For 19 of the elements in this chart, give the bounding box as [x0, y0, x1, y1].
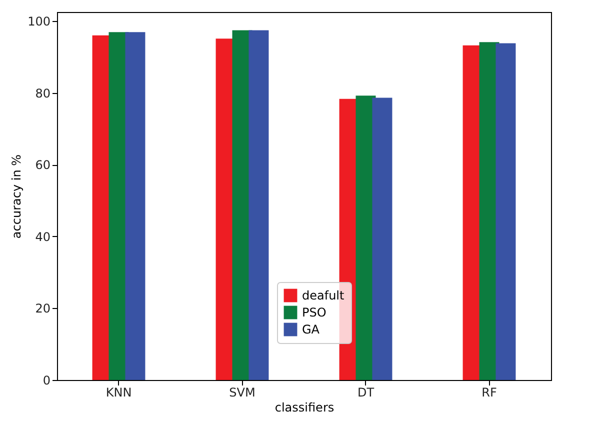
- legend-label: deafult: [302, 288, 345, 302]
- y-tick-label: 100: [28, 14, 50, 28]
- y-tick-label: 80: [35, 86, 50, 100]
- x-axis-title: classifiers: [274, 400, 334, 414]
- y-tick-label: 0: [42, 374, 50, 388]
- y-tick-label: 20: [35, 302, 50, 316]
- x-tick-label: RF: [482, 386, 497, 400]
- bar: [372, 98, 392, 380]
- bar: [496, 43, 516, 380]
- bar: [125, 32, 146, 380]
- legend-label: PSO: [302, 306, 326, 320]
- x-tick-label: KNN: [106, 386, 132, 400]
- x-tick-label: SVM: [229, 386, 256, 400]
- x-tick-label: DT: [357, 386, 375, 400]
- y-tick-label: 40: [35, 230, 50, 244]
- bar: [248, 30, 269, 380]
- y-tick-label: 60: [35, 158, 50, 172]
- legend-label: GA: [302, 322, 320, 336]
- y-axis-title: accuracy in %: [10, 154, 24, 239]
